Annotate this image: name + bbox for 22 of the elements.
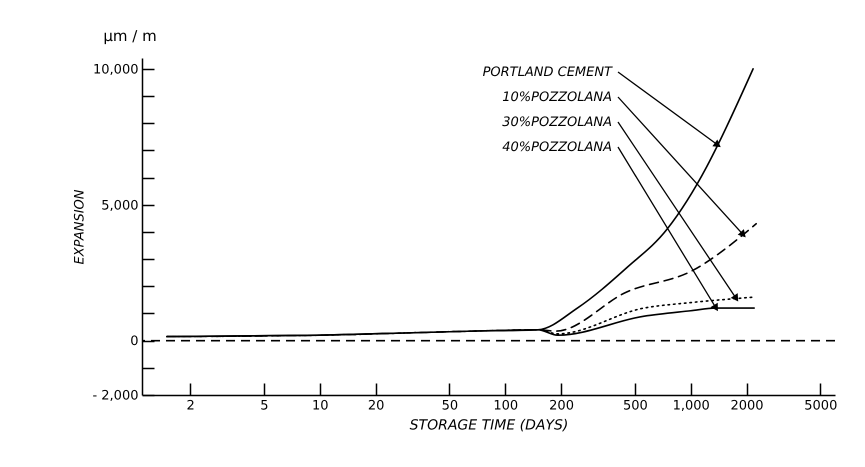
x-tick-label: 200 [549, 398, 574, 414]
text: PORTLAND CEMENT [482, 65, 614, 80]
x-axis-title: STORAGE TIME (DAYS) [410, 418, 568, 434]
y-tick-label: 5,000 [101, 198, 138, 214]
y-tick-label: - 2,000 [92, 388, 138, 404]
x-tick-label: 10 [312, 398, 329, 414]
y-tick-label: 10,000 [93, 62, 138, 78]
x-tick-label: 2 [186, 398, 195, 414]
text: µm / m [103, 27, 157, 45]
x-tick-label: 20 [368, 398, 384, 414]
text: 30%POZZOLANA [502, 115, 612, 130]
y-tick-label: 0 [130, 334, 138, 350]
x-tick-label: 100 [493, 398, 518, 414]
x-tick-label: 5000 [804, 398, 838, 414]
y-axis-title: EXPANSION [72, 189, 88, 264]
text: 10%POZZOLANA [502, 90, 612, 105]
x-tick-label: 1,000 [672, 398, 710, 414]
x-tick-label: 50 [442, 398, 458, 414]
x-tick-label: 500 [622, 398, 648, 414]
x-tick-label: 5 [260, 398, 269, 414]
x-tick-label: 2000 [730, 398, 764, 414]
text: 40%POZZOLANA [502, 140, 612, 155]
